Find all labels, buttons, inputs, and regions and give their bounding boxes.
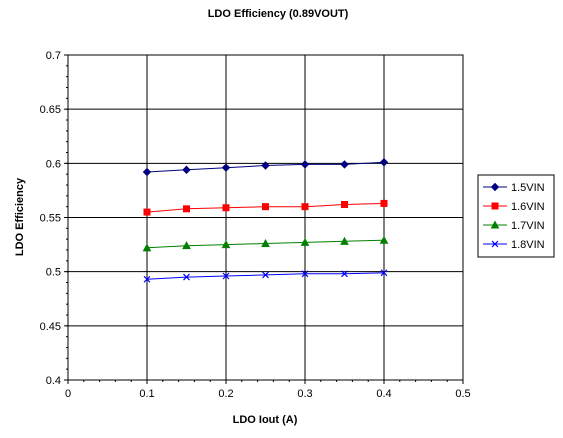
series-1.8vin bbox=[143, 269, 388, 283]
data-point bbox=[182, 165, 191, 175]
data-point bbox=[221, 240, 231, 249]
legend-label: 1.5VIN bbox=[511, 182, 545, 194]
y-tick-label: 0.4 bbox=[46, 375, 61, 387]
data-point bbox=[182, 241, 191, 250]
x-tick-label: 0.3 bbox=[297, 388, 312, 400]
legend-marker bbox=[490, 182, 500, 192]
data-point bbox=[379, 158, 389, 167]
y-tick-label: 0.65 bbox=[40, 104, 61, 116]
legend-marker bbox=[490, 220, 500, 229]
data-point bbox=[301, 203, 309, 211]
data-point bbox=[341, 270, 348, 278]
grid bbox=[68, 55, 463, 380]
data-point bbox=[143, 208, 151, 216]
data-point bbox=[380, 199, 388, 207]
data-point bbox=[142, 243, 152, 252]
data-point bbox=[300, 160, 310, 169]
series-line bbox=[146, 272, 385, 280]
legend-marker bbox=[491, 240, 499, 248]
x-axis-label: LDO Iout (A) bbox=[233, 414, 298, 426]
data-point bbox=[183, 273, 190, 281]
y-axis-label: LDO Efficiency bbox=[14, 177, 26, 256]
chart-title: LDO Efficiency (0.89VOUT) bbox=[208, 8, 349, 20]
x-tick-label: 0.2 bbox=[218, 388, 233, 400]
y-tick-label: 0.7 bbox=[46, 50, 61, 62]
legend-label: 1.8VIN bbox=[511, 239, 545, 251]
legend-item: 1.6VIN bbox=[483, 201, 545, 213]
data-point bbox=[222, 204, 230, 212]
x-tick-label: 0.1 bbox=[139, 388, 154, 400]
legend-label: 1.6VIN bbox=[511, 201, 545, 213]
y-tick-label: 0.45 bbox=[40, 321, 61, 333]
data-point bbox=[221, 163, 231, 172]
series-1.6vin bbox=[143, 199, 388, 216]
series-1.7vin bbox=[142, 235, 389, 252]
data-point bbox=[222, 272, 230, 280]
legend-box bbox=[477, 174, 555, 258]
data-point bbox=[143, 275, 151, 283]
y-tick-label: 0.6 bbox=[46, 158, 61, 170]
legend-label: 1.7VIN bbox=[511, 220, 545, 232]
data-point bbox=[380, 269, 388, 277]
data-point bbox=[340, 160, 349, 169]
x-tick-label: 0.4 bbox=[376, 388, 391, 400]
legend-item: 1.5VIN bbox=[483, 182, 545, 194]
data-point bbox=[262, 271, 269, 279]
data-point bbox=[183, 205, 190, 213]
y-tick-label: 0.55 bbox=[40, 213, 61, 225]
legend-marker bbox=[491, 202, 499, 210]
axis-ticks: 0.4 0.45 0.5 0.55 0.6 0.65 0.7 0 0.1 0.2 0.3 0.4 0.5 bbox=[40, 50, 471, 400]
series-1.5vin bbox=[142, 158, 389, 177]
data-point bbox=[379, 235, 389, 244]
data-point bbox=[142, 167, 152, 177]
data-point bbox=[301, 270, 309, 278]
y-tick-label: 0.5 bbox=[46, 267, 61, 279]
x-tick-label: 0.5 bbox=[455, 388, 470, 400]
data-point bbox=[261, 238, 270, 247]
legend-item: 1.7VIN bbox=[483, 220, 545, 232]
series-group bbox=[142, 158, 389, 283]
data-point bbox=[261, 161, 270, 170]
data-point bbox=[341, 201, 348, 208]
data-point bbox=[300, 237, 310, 246]
data-point bbox=[340, 236, 349, 245]
legend: 1.5VIN 1.6VIN 1.7VIN 1.8VIN bbox=[477, 174, 555, 258]
x-tick-label: 0 bbox=[65, 388, 71, 400]
data-point bbox=[262, 203, 269, 211]
legend-item: 1.8VIN bbox=[483, 239, 545, 251]
